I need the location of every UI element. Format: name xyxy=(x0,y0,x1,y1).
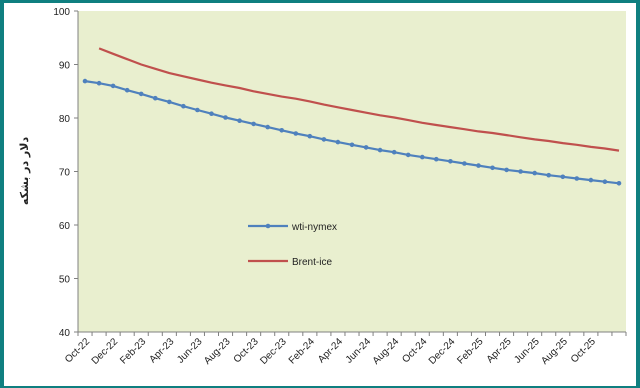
data-point xyxy=(96,80,102,86)
data-point xyxy=(504,167,509,173)
x-tick-label: Dec-23 xyxy=(258,336,289,367)
x-tick-label: Dec-22 xyxy=(90,336,121,367)
data-point xyxy=(82,78,88,84)
data-point xyxy=(420,154,425,160)
legend-label: wti-nymex xyxy=(291,222,337,233)
x-tick-label: Jun-24 xyxy=(344,336,374,366)
data-point xyxy=(279,128,285,133)
data-point xyxy=(405,152,411,158)
data-point xyxy=(546,172,551,178)
data-point xyxy=(490,165,495,171)
x-tick-label: Feb-25 xyxy=(455,336,485,366)
series-layer xyxy=(82,47,622,186)
data-point xyxy=(321,137,327,142)
x-tick-label: Apr-24 xyxy=(316,336,345,365)
y-tick-label: 80 xyxy=(59,114,71,125)
x-tick-label: Jun-25 xyxy=(512,336,542,366)
y-axis-title: دلار در بشکه xyxy=(18,137,31,206)
x-tick-label: Aug-24 xyxy=(371,336,402,367)
x-tick-label: Feb-23 xyxy=(118,336,148,366)
data-point xyxy=(138,91,144,97)
data-point xyxy=(195,107,200,113)
x-tick-label: Aug-23 xyxy=(202,336,233,367)
x-tick-label: Oct-24 xyxy=(400,336,429,365)
data-point xyxy=(209,111,214,116)
legend-marker xyxy=(265,223,271,229)
data-point xyxy=(476,163,481,168)
data-point xyxy=(602,179,608,184)
data-point xyxy=(434,156,439,162)
legend-label: Brent-ice xyxy=(292,257,332,268)
x-tick-label: Apr-25 xyxy=(485,336,514,365)
y-axis-ticks: 40 50 60 70 80 90 100 xyxy=(53,7,78,339)
data-point xyxy=(124,87,130,93)
data-point xyxy=(293,131,299,136)
data-point xyxy=(167,99,172,105)
data-point xyxy=(462,161,467,166)
data-point xyxy=(560,174,566,180)
y-tick-label: 60 xyxy=(59,221,71,232)
data-point xyxy=(532,170,537,176)
y-tick-label: 40 xyxy=(59,328,71,339)
x-tick-label: Dec-24 xyxy=(427,336,458,367)
x-tick-label: Feb-24 xyxy=(287,336,317,366)
data-point xyxy=(181,103,186,109)
legend: wti-nymex Brent-ice xyxy=(248,222,337,268)
x-tick-label: Apr-23 xyxy=(147,336,176,365)
y-tick-label: 70 xyxy=(59,168,71,179)
data-point xyxy=(335,139,341,145)
plot-area xyxy=(78,11,626,332)
data-point xyxy=(574,176,580,181)
data-point xyxy=(153,95,158,101)
data-point xyxy=(265,124,271,130)
x-tick-label: Jun-23 xyxy=(175,336,205,366)
y-tick-label: 50 xyxy=(59,275,71,286)
data-point xyxy=(251,121,256,127)
data-point xyxy=(391,149,397,155)
data-point xyxy=(223,115,228,120)
data-point xyxy=(377,147,383,153)
data-point xyxy=(349,142,355,148)
data-point xyxy=(363,145,369,150)
data-point xyxy=(518,169,523,174)
x-tick-label: Aug-25 xyxy=(539,336,570,367)
data-point xyxy=(110,83,116,89)
data-point xyxy=(448,159,453,164)
series-line-brent-ice xyxy=(98,47,620,152)
y-tick-label: 100 xyxy=(53,7,70,18)
data-point xyxy=(237,118,242,123)
chart-frame: 40 50 60 70 80 90 100 Oct-22 Dec-22 Feb-23 Apr-23… xyxy=(4,3,636,386)
x-tick-label: Oct-25 xyxy=(569,336,598,365)
x-tick-label: Oct-23 xyxy=(232,336,261,365)
x-tick-label: Oct-22 xyxy=(63,336,92,365)
data-point xyxy=(588,177,594,183)
y-tick-label: 90 xyxy=(59,61,71,72)
data-point xyxy=(307,133,313,139)
data-point xyxy=(616,181,622,186)
